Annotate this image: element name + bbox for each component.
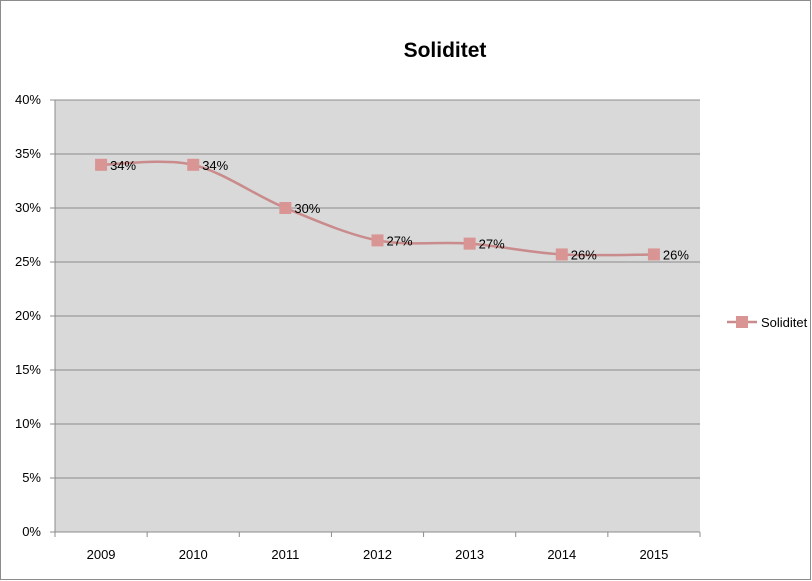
x-tick-label: 2014 — [547, 547, 576, 562]
data-label: 26% — [571, 247, 597, 262]
y-tick-label: 30% — [15, 200, 41, 215]
y-tick-label: 35% — [15, 146, 41, 161]
data-label: 34% — [110, 158, 136, 173]
y-tick-label: 20% — [15, 308, 41, 323]
data-label: 26% — [663, 247, 689, 262]
y-tick-label: 10% — [15, 416, 41, 431]
y-tick-label: 0% — [22, 524, 41, 539]
gridlines — [55, 99, 700, 479]
data-labels: 34% 34% 30% 27% 27% 26% 26% — [110, 158, 689, 263]
data-label: 27% — [479, 237, 505, 252]
data-point-marker — [555, 248, 568, 261]
x-tick-label: 2013 — [455, 547, 484, 562]
data-point-marker — [463, 237, 476, 250]
data-point-marker — [187, 158, 200, 171]
x-tick-label: 2012 — [363, 547, 392, 562]
y-tick-label: 15% — [15, 362, 41, 377]
data-point-marker — [371, 234, 384, 247]
data-label: 27% — [387, 233, 413, 248]
legend-label: Soliditet — [761, 315, 808, 330]
legend: Soliditet — [727, 315, 808, 330]
y-tick-label: 40% — [15, 92, 41, 107]
y-tick-label: 25% — [15, 254, 41, 269]
x-tick-label: 2010 — [179, 547, 208, 562]
x-tick-labels: 2009 2010 2011 2012 2013 2014 2015 — [87, 547, 669, 562]
axes — [50, 99, 701, 537]
data-point-marker — [647, 248, 660, 261]
y-tick-label: 5% — [22, 470, 41, 485]
x-tick-label: 2015 — [639, 547, 668, 562]
data-label: 30% — [294, 201, 320, 216]
legend-marker-swatch — [736, 316, 748, 328]
x-tick-label: 2011 — [271, 547, 299, 562]
x-tick-label: 2009 — [87, 547, 116, 562]
data-point-marker — [279, 202, 292, 214]
series-layer — [95, 158, 660, 261]
y-tick-labels: 0% 5% 10% 15% 20% 25% 30% 35% 40% — [15, 92, 41, 539]
chart-title: Soliditet — [404, 39, 487, 62]
data-label: 34% — [202, 158, 228, 173]
data-point-marker — [95, 158, 108, 171]
